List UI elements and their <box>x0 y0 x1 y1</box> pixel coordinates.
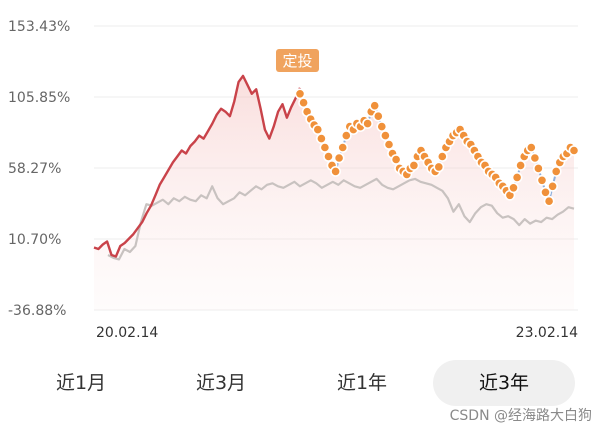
tab-1-month[interactable]: 近1月 <box>55 372 107 394</box>
dca-point[interactable] <box>525 142 537 153</box>
fund-area <box>94 75 574 311</box>
y-tick-label: 105.85% <box>8 90 70 106</box>
period-tabs: 近1月 近3月 近1年 近3年 <box>0 358 604 408</box>
dca-point[interactable] <box>436 151 448 162</box>
y-axis: 153.43% 105.85% 58.27% 10.70% -36.88% <box>8 19 70 319</box>
performance-chart: 153.43% 105.85% 58.27% 10.70% -36.88% 定投 20.… <box>8 19 580 341</box>
y-tick-label: -36.88% <box>8 303 66 319</box>
y-tick-label: 10.70% <box>8 232 61 248</box>
y-tick-label: 153.43% <box>8 19 70 35</box>
dca-point[interactable] <box>547 180 558 192</box>
dca-badge-label: 定投 <box>282 52 312 70</box>
fund-area-fill <box>94 75 574 311</box>
dca-point[interactable] <box>379 130 391 141</box>
dca-point[interactable] <box>508 182 519 194</box>
y-tick-label: 58.27% <box>8 161 61 177</box>
benchmark-line <box>107 177 575 261</box>
dca-point[interactable] <box>540 186 551 198</box>
dca-point[interactable] <box>369 100 381 112</box>
benchmark-path <box>107 177 575 261</box>
tab-3-months[interactable]: 近3月 <box>195 372 247 394</box>
tab-3-years[interactable]: 近3年 <box>433 360 575 406</box>
dca-point[interactable] <box>515 159 526 171</box>
dca-point[interactable] <box>543 195 555 207</box>
dca-point[interactable] <box>362 118 373 129</box>
x-axis: 20.02.14 23.02.14 <box>96 325 578 341</box>
dca-point[interactable] <box>408 159 420 171</box>
dca-point[interactable] <box>330 165 341 177</box>
dca-point[interactable] <box>533 162 544 174</box>
dca-point[interactable] <box>319 142 331 153</box>
dca-point[interactable] <box>550 165 562 177</box>
tab-1-year[interactable]: 近1年 <box>336 372 388 394</box>
dca-badge[interactable]: 定投 <box>276 49 319 72</box>
dca-point[interactable] <box>529 152 541 164</box>
dca-point[interactable] <box>376 121 388 132</box>
x-tick-end: 23.02.14 <box>516 325 578 341</box>
dca-point[interactable] <box>294 88 306 100</box>
dca-point[interactable] <box>383 139 395 150</box>
dca-point[interactable] <box>372 110 384 122</box>
x-tick-start: 20.02.14 <box>96 325 158 341</box>
dca-point[interactable] <box>433 161 445 173</box>
dca-badge-bg <box>276 49 319 72</box>
dca-point[interactable] <box>511 171 523 183</box>
dca-point[interactable] <box>312 124 324 136</box>
dca-point[interactable] <box>323 151 334 162</box>
fund-path <box>93 74 302 258</box>
dca-point[interactable] <box>568 145 580 156</box>
fund-return-line[interactable] <box>93 74 302 258</box>
dca-point[interactable] <box>315 133 327 144</box>
dca-series[interactable] <box>294 88 580 207</box>
dca-point[interactable] <box>333 152 345 164</box>
watermark: CSDN @经海路大白狗 <box>449 408 592 424</box>
dca-point[interactable] <box>337 142 349 153</box>
dca-point[interactable] <box>390 154 402 165</box>
dca-point[interactable] <box>298 97 309 109</box>
dca-point[interactable] <box>536 174 548 186</box>
dca-point[interactable] <box>340 130 352 141</box>
